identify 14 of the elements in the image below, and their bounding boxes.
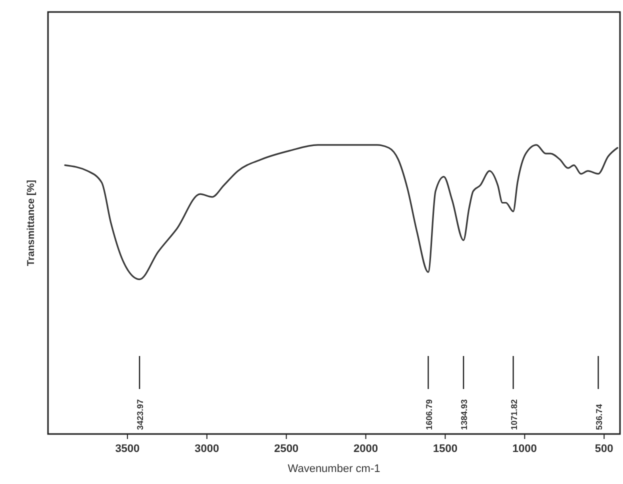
ref-line-label: 1606.79 — [424, 399, 434, 430]
ref-line-label: 1071.82 — [508, 399, 519, 430]
x-tick-label: 3500 — [115, 443, 140, 455]
ref-line-label: 536.74 — [594, 404, 604, 430]
x-tick-label: 500 — [594, 443, 614, 455]
x-tick-label: 2000 — [354, 443, 378, 455]
ref-line-label: 1384.93 — [459, 399, 470, 430]
x-tick-label: 2500 — [274, 443, 299, 455]
x-tick-label: 3000 — [194, 443, 220, 455]
ref-line-label: 3423.97 — [135, 399, 146, 430]
x-tick-label: 1000 — [512, 443, 537, 455]
x-axis-title: Wavenumber cm-1 — [288, 463, 380, 475]
x-tick-label: 1500 — [432, 443, 458, 455]
y-axis-title: Transmittance [%] — [26, 180, 37, 266]
